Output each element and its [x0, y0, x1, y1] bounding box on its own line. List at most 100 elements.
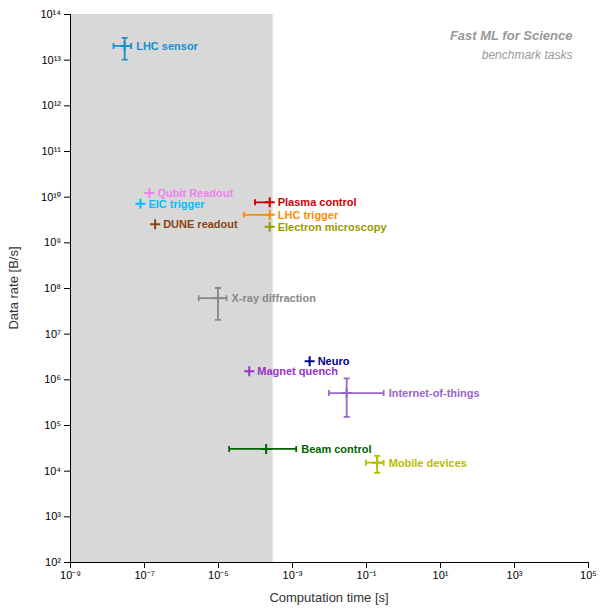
point	[342, 388, 352, 398]
y-tick: 10¹⁴	[40, 8, 70, 20]
y-tick: 10⁸	[44, 282, 70, 294]
y-tick-mark	[64, 197, 70, 198]
x-tick: 10⁻⁵	[208, 562, 229, 581]
y-tick-label: 10¹³	[41, 54, 61, 66]
title: Fast ML for Science	[450, 28, 573, 43]
series	[150, 219, 160, 229]
x-tick: 10⁵	[580, 562, 597, 581]
chart-container: 10⁻⁹10⁻⁷10⁻⁵10⁻³10⁻¹10¹10³10⁵10²10³10⁴10…	[0, 0, 610, 612]
y-tick-label: 10⁶	[44, 373, 61, 385]
point	[265, 210, 275, 220]
y-tick: 10¹³	[41, 54, 70, 66]
y-tick-mark	[64, 516, 70, 517]
y-tick-mark	[64, 471, 70, 472]
point-label: Magnet quench	[257, 365, 338, 377]
x-tick-mark	[514, 562, 515, 568]
series	[199, 288, 227, 320]
x-tick-label: 10¹	[433, 569, 449, 581]
y-tick-label: 10⁸	[44, 282, 61, 294]
x-tick-label: 10⁻³	[283, 569, 303, 581]
x-axis: 10⁻⁹ 10⁻⁷ 10⁻⁵ 10⁻³ 10⁻¹ 10¹ 10³ 10⁵	[60, 562, 597, 581]
x-tick-mark	[588, 562, 589, 568]
point-label: Mobile devices	[389, 457, 467, 469]
shaded-span	[70, 14, 273, 562]
x-tick-mark	[366, 562, 367, 568]
y-tick-mark	[64, 151, 70, 152]
y-axis: 10² 10³ 10⁴ 10⁵ 10⁶ 10⁷ 10⁸ 10⁹ 10¹⁰ 10¹¹ 10¹² 10¹³…	[40, 8, 70, 568]
point	[213, 293, 223, 303]
point	[120, 41, 130, 51]
point	[150, 219, 160, 229]
x-tick-label: 10⁻¹	[357, 569, 377, 581]
y-tick-label: 10⁷	[45, 328, 61, 340]
y-tick-mark	[64, 14, 70, 15]
y-tick: 10⁴	[44, 465, 70, 477]
y-tick: 10³	[45, 510, 70, 522]
y-tick-label: 10¹⁰	[41, 191, 61, 203]
series	[366, 456, 384, 473]
point-label: Plasma control	[278, 196, 357, 208]
y-tick-mark	[64, 60, 70, 61]
y-tick: 10¹⁰	[41, 191, 70, 203]
y-tick: 10⁷	[45, 328, 70, 340]
series	[244, 366, 254, 376]
x-tick-mark	[144, 562, 145, 568]
y-tick-label: 10⁵	[44, 419, 61, 431]
marks	[70, 14, 384, 562]
series	[244, 210, 275, 220]
x-axis-line	[71, 563, 589, 569]
x-tick-label: 10³	[507, 569, 523, 581]
annotations: Fast ML for Science benchmark tasks LHC se…	[136, 28, 572, 469]
series	[329, 378, 384, 417]
plot: 10⁻⁹10⁻⁷10⁻⁵10⁻³10⁻¹10¹10³10⁵10²10³10⁴10…	[6, 8, 597, 605]
y-tick-label: 10⁴	[44, 465, 61, 477]
point-label: EIC trigger	[148, 198, 205, 210]
x-tick: 10⁻⁷	[134, 562, 154, 581]
series	[265, 222, 275, 232]
x-tick: 10³	[507, 562, 523, 581]
point	[144, 188, 154, 198]
series	[114, 38, 132, 60]
x-tick-label: 10⁻⁵	[208, 569, 229, 581]
series	[229, 444, 296, 454]
y-tick-label: 10¹²	[41, 99, 61, 111]
y-tick-mark	[64, 334, 70, 335]
point	[265, 222, 275, 232]
point	[244, 366, 254, 376]
error-bar	[347, 390, 384, 396]
x-tick: 10⁻³	[283, 562, 303, 581]
y-axis-title: Data rate [B/s]	[6, 246, 21, 329]
point-label: DUNE readout	[163, 218, 238, 230]
y-tick-mark	[64, 242, 70, 243]
y-tick-mark	[64, 379, 70, 380]
y-tick-label: 10¹¹	[41, 145, 61, 157]
y-tick: 10⁹	[44, 236, 70, 248]
point	[261, 444, 271, 454]
y-tick: 10⁵	[44, 419, 70, 431]
y-axis-line	[64, 15, 71, 563]
x-tick-mark	[292, 562, 293, 568]
x-tick-mark	[218, 562, 219, 568]
y-tick-mark	[64, 562, 70, 563]
y-tick-mark	[64, 105, 70, 106]
point	[265, 197, 275, 207]
series	[144, 188, 154, 198]
subtitle: benchmark tasks	[482, 48, 573, 62]
x-tick-label: 10⁻⁹	[60, 569, 81, 581]
point-label: X-ray diffraction	[232, 292, 317, 304]
y-tick-label: 10²	[45, 556, 61, 568]
x-tick: 10⁻⁹	[60, 562, 81, 581]
point-label: Electron microscopy	[278, 221, 388, 233]
x-tick-label: 10⁻⁷	[134, 569, 154, 581]
y-tick-label: 10³	[45, 510, 61, 522]
point	[372, 458, 382, 468]
x-tick-label: 10⁵	[580, 569, 597, 581]
point-label: Beam control	[301, 443, 371, 455]
x-axis-title: Computation time [s]	[269, 590, 388, 605]
y-tick: 10⁶	[44, 373, 70, 385]
x-tick: 10⁻¹	[357, 562, 377, 581]
y-tick-mark	[64, 288, 70, 289]
point-label: LHC sensor	[136, 40, 198, 52]
y-tick: 10²	[45, 556, 70, 568]
point-label: LHC trigger	[278, 209, 339, 221]
